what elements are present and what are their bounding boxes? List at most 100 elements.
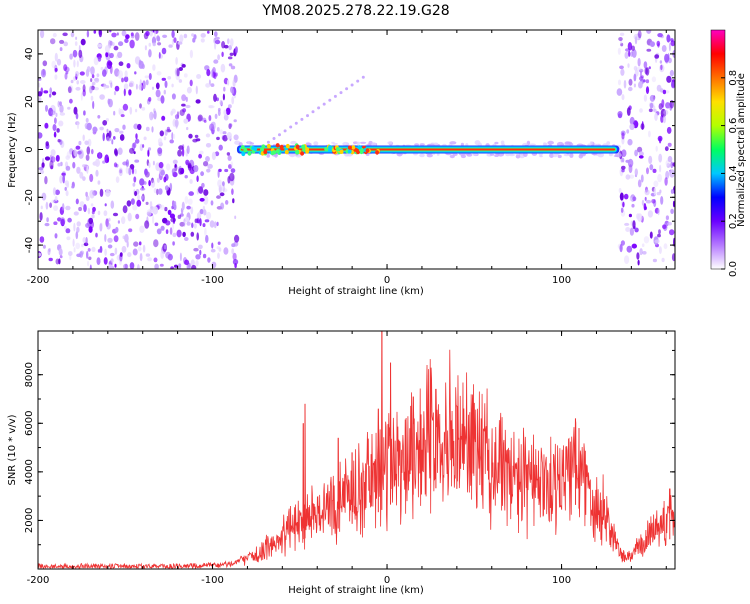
noise-blob [127,252,132,258]
signal-band [234,75,622,159]
noise-blob [111,32,117,38]
noise-blob [227,79,230,86]
noise-blob [75,36,78,40]
signal-halo [547,140,554,145]
noise-blob [104,248,107,256]
noise-blob [222,184,226,192]
noise-blob [659,164,662,173]
noise-blob [638,155,644,159]
noise-blob [625,227,631,232]
streak-dot [289,125,293,129]
noise-blob [66,151,72,158]
noise-blob [196,212,202,220]
noise-blob [621,132,625,140]
noise-blob [128,89,132,96]
signal-halo [494,141,499,145]
noise-blob [220,63,226,73]
streak-dot [278,133,281,137]
noise-blob [113,91,117,96]
noise-blob [41,192,47,201]
noise-blob [139,187,146,191]
noise-blob [127,212,132,222]
noise-blob [55,112,58,117]
noise-blob [638,81,643,89]
noise-blob [642,79,646,83]
noise-blob [634,149,638,157]
noise-blob [161,77,166,81]
noise-blob [184,259,190,266]
noise-blob [649,164,654,171]
noise-blob [185,159,190,166]
noise-blob [70,79,74,84]
noise-blob [227,56,233,60]
noise-blob [182,231,186,238]
noise-blob [128,228,133,233]
signal-blob [260,147,264,152]
noise-blob [217,109,221,116]
noise-blob [63,225,67,230]
noise-blob [90,95,94,101]
noise-blob [89,173,94,183]
noise-blob [222,181,225,187]
noise-blob [134,168,137,175]
noise-blob [627,63,630,68]
noise-blob [621,94,625,101]
noise-blob [193,165,199,173]
noise-blob [67,106,71,110]
noise-blob [87,207,91,215]
noise-blob [155,89,161,98]
noise-blob [649,231,653,239]
noise-blob [117,70,124,79]
noise-blob [58,258,61,265]
chart-title: YM08.2025.278.22.19.G28 [261,3,449,19]
noise-blob [105,218,109,228]
noise-blob [69,98,73,104]
noise-blob [203,161,209,167]
colorbar-gradient [710,29,726,270]
noise-blob [73,59,76,68]
noise-blob [121,77,124,83]
noise-blob [134,159,140,163]
noise-blob [209,123,215,131]
noise-blob [660,196,664,205]
signal-halo [266,153,271,158]
noise-blob [90,203,94,207]
noise-blob [632,196,637,202]
noise-blob [152,215,155,224]
noise-blob [135,133,138,140]
noise-blob [179,34,184,43]
noise-blob [90,78,93,83]
noise-blob [79,171,84,179]
noise-blob [121,30,127,37]
noise-blob [648,108,653,113]
noise-blob [637,213,643,222]
noise-blob [658,153,663,163]
noise-blob [124,38,129,44]
spectrogram-ticks: -200 -100 0 100 40 20 0 -20 -40 [24,29,675,286]
noise-blob [137,194,140,201]
noise-blob [172,241,175,246]
noise-blob [199,208,204,215]
noise-blob [44,176,48,185]
noise-blob [211,242,214,249]
noise-blob [112,212,119,217]
signal-halo [249,142,254,145]
noise-blob [649,102,654,109]
noise-blob [621,165,626,170]
noise-blob [643,203,647,211]
noise-blob [85,154,90,161]
noise-blob [210,83,215,87]
noise-blob [76,121,80,130]
noise-blob [52,187,57,196]
noise-blob [139,253,143,262]
noise-blob [75,145,81,150]
signal-blob [295,149,299,154]
noise-blob [159,263,164,267]
noise-blob [631,49,637,58]
noise-blob [92,81,96,86]
noise-blob [57,100,60,108]
noise-blob [104,154,109,164]
noise-blob [644,189,650,196]
noise-blob [214,41,217,50]
noise-blob [231,188,234,195]
